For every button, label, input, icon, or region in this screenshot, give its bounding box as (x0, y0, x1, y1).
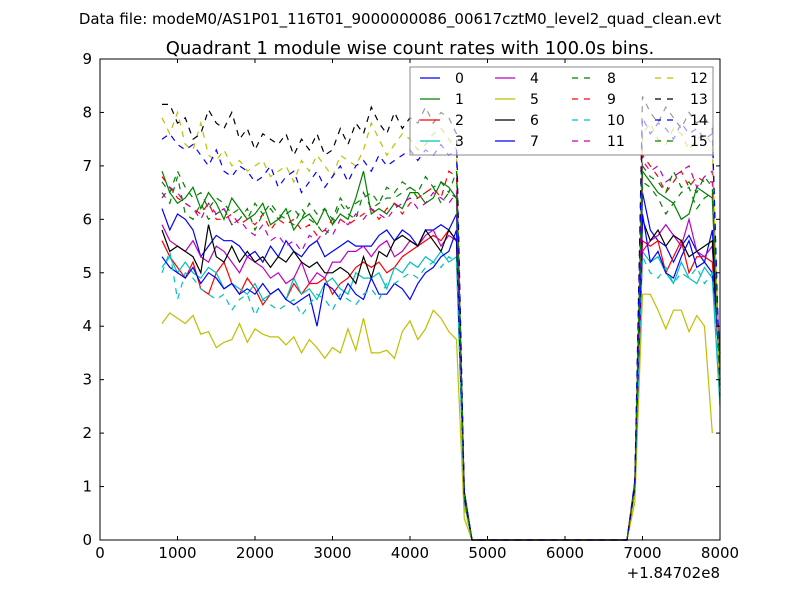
legend-label-4: 4 (530, 71, 539, 87)
legend-label-12: 12 (690, 71, 708, 87)
y-tick-label: 1 (82, 478, 92, 496)
series-line-6 (161, 219, 721, 541)
series-line-0 (161, 192, 721, 541)
legend-label-11: 11 (607, 134, 625, 150)
x-tick-label: 4000 (391, 544, 429, 562)
x-tick-label: 3000 (313, 544, 351, 562)
series-line-7 (161, 213, 721, 541)
series-line-15 (161, 164, 721, 541)
y-tick-label: 8 (82, 103, 92, 121)
chart-suptitle: Data file: modeM0/AS1P01_116T01_90000000… (79, 10, 721, 29)
series-line-2 (161, 228, 721, 541)
x-tick-label: 7000 (623, 544, 661, 562)
legend-box (409, 66, 714, 156)
legend-label-6: 6 (530, 113, 539, 129)
chart-title: Quadrant 1 module wise count rates with … (166, 38, 655, 59)
y-tick-label: 0 (82, 531, 92, 549)
legend-label-5: 5 (530, 92, 539, 108)
x-tick-label: 0 (95, 544, 105, 562)
y-tick-label: 7 (82, 157, 92, 175)
series-line-10 (161, 249, 721, 541)
x-tick-label: 8000 (701, 544, 739, 562)
legend-label-1: 1 (455, 92, 464, 108)
legend-label-13: 13 (690, 92, 708, 108)
series-line-8 (161, 176, 721, 541)
series-line-9 (161, 153, 721, 541)
series-line-1 (161, 169, 721, 541)
series-layer (161, 96, 721, 541)
legend-label-10: 10 (607, 113, 625, 129)
y-tick-label: 9 (82, 50, 92, 68)
legend-label-3: 3 (455, 134, 464, 150)
legend-label-7: 7 (530, 134, 539, 150)
x-tick-label: 6000 (546, 544, 584, 562)
y-tick-label: 2 (82, 424, 92, 442)
legend-label-14: 14 (690, 113, 708, 129)
legend-label-15: 15 (690, 134, 708, 150)
y-tick-label: 5 (82, 264, 92, 282)
tick-layer: 0 1000 2000 3000 4000 5000 6000 7000 80000123456… (82, 50, 739, 562)
legend-label-8: 8 (607, 71, 616, 87)
x-tick-label: 2000 (236, 544, 274, 562)
series-line-5 (161, 293, 713, 541)
series-line-11 (161, 158, 721, 541)
x-tick-label: 1000 (158, 544, 196, 562)
legend-label-0: 0 (455, 71, 464, 87)
y-tick-label: 3 (82, 371, 92, 389)
series-line-13 (162, 96, 721, 541)
y-tick-label: 4 (82, 317, 92, 335)
x-tick-label: 5000 (468, 544, 506, 562)
legend-label-9: 9 (607, 92, 616, 108)
series-line-12 (161, 110, 721, 541)
x-offset-label: +1.84702e8 (627, 564, 720, 582)
y-tick-label: 6 (82, 210, 92, 228)
legend-label-2: 2 (455, 113, 464, 129)
